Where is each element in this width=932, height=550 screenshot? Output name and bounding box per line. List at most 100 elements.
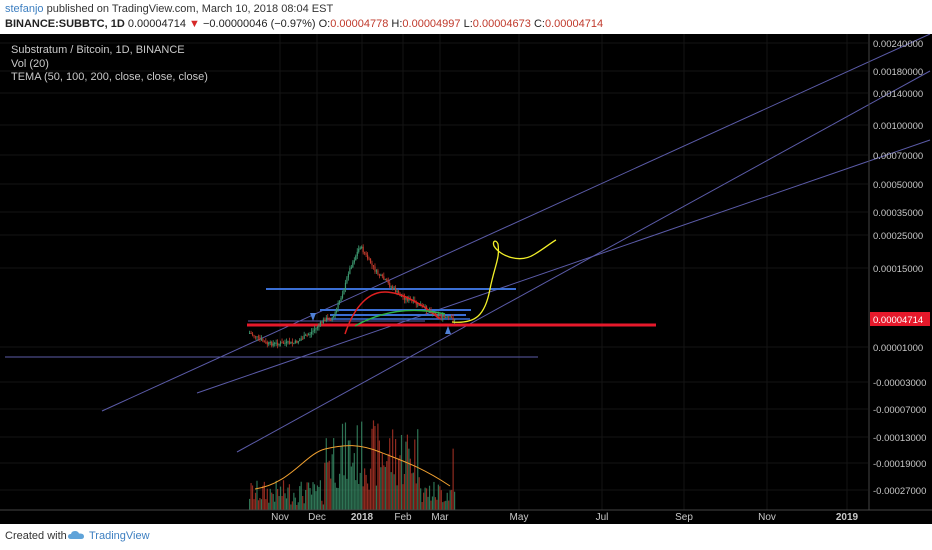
- volume-bar: [420, 488, 422, 510]
- volume-bar: [296, 504, 298, 510]
- volume-bar: [322, 504, 324, 510]
- time-axis: Nov Dec 2018 Feb Mar May Jul Sep Nov 2019: [0, 509, 932, 523]
- candle-body: [352, 262, 354, 268]
- chart-legend: Substratum / Bitcoin, 1D, BINANCE Vol (2…: [11, 44, 208, 85]
- candle-body: [293, 342, 295, 344]
- chart-area[interactable]: 0.00240000 0.00180000 0.00140000 0.00100000…: [0, 34, 932, 524]
- volume-bar: [331, 454, 333, 510]
- price-tick-label: 0.00025000: [873, 231, 923, 242]
- volume-bar: [327, 462, 329, 510]
- candle-body: [366, 254, 369, 259]
- volume-bar: [341, 423, 344, 510]
- volume-bar: [263, 481, 265, 510]
- volume-bar: [277, 488, 279, 510]
- candle-body: [249, 332, 251, 334]
- volume-bar: [427, 496, 429, 510]
- candle-body: [334, 312, 336, 316]
- candle-body: [315, 327, 317, 330]
- price-tick-label: -0.00027000: [873, 486, 926, 497]
- candle-body: [368, 258, 370, 260]
- time-tick-label: Nov: [271, 512, 289, 523]
- volume-bar: [425, 488, 428, 510]
- candle-body: [356, 251, 358, 257]
- volume-bar: [259, 497, 261, 510]
- tradingview-logo[interactable]: TradingView: [89, 530, 150, 542]
- candle-body: [254, 336, 257, 338]
- candle-body: [355, 256, 357, 261]
- volume-bar: [397, 458, 400, 510]
- volume-bar: [387, 453, 389, 510]
- candle-body: [384, 279, 386, 281]
- candle-body: [333, 315, 335, 318]
- candle-body: [380, 274, 382, 276]
- candle-body: [400, 296, 403, 298]
- price-chart[interactable]: 0.00240000 0.00180000 0.00140000 0.00100000…: [0, 34, 932, 524]
- candle-body: [397, 290, 400, 294]
- time-tick-label: Feb: [394, 512, 412, 523]
- candle-body: [331, 317, 333, 321]
- volume-bar: [288, 484, 291, 510]
- candle-body: [299, 339, 301, 342]
- candle-body: [337, 303, 339, 309]
- volume-bar: [330, 478, 332, 510]
- volume-bar: [368, 489, 370, 510]
- volume-bar: [344, 422, 347, 510]
- author-link[interactable]: stefanjo: [5, 3, 44, 15]
- candle-body: [262, 339, 264, 342]
- volume-bar: [430, 500, 432, 510]
- candle-body: [390, 286, 392, 288]
- volume-bar: [431, 496, 434, 510]
- candle-body: [256, 336, 258, 338]
- volume-bar: [371, 428, 373, 510]
- candle-body: [313, 329, 316, 331]
- candle-body: [253, 335, 255, 337]
- volume-bar: [352, 462, 354, 510]
- volume-bar: [318, 486, 320, 510]
- candle-body: [378, 274, 380, 276]
- candle-body: [443, 315, 445, 318]
- candle-body: [442, 315, 444, 318]
- trend-line: [236, 70, 931, 453]
- volume-bar: [400, 434, 403, 510]
- volume-bar: [369, 468, 372, 510]
- volume-bar: [300, 481, 302, 510]
- close-value: 0.00004714: [544, 18, 604, 30]
- volume-bar: [437, 484, 439, 510]
- volume-bar: [274, 501, 276, 510]
- candle-body: [377, 270, 379, 275]
- tradingview-cloud-icon: [68, 531, 84, 539]
- candle-body: [278, 343, 280, 346]
- candle-body: [358, 248, 360, 252]
- candle-body: [439, 314, 441, 316]
- candle-body: [281, 342, 283, 344]
- volume-bar: [436, 499, 438, 510]
- publish-header: stefanjo published on TradingView.com, M…: [0, 0, 932, 34]
- candle-body: [396, 290, 398, 293]
- volume-bar: [386, 461, 388, 510]
- candle-body: [327, 317, 329, 319]
- volume-bar: [411, 473, 413, 510]
- volume-bar: [366, 483, 369, 510]
- volume-bar: [306, 482, 308, 510]
- candle-body: [369, 258, 372, 264]
- volume-bar: [272, 494, 274, 510]
- candle-body: [374, 266, 376, 272]
- candle-body: [359, 247, 361, 249]
- volume-bar: [290, 504, 292, 510]
- candles: [249, 244, 456, 349]
- volume-bar: [324, 462, 326, 510]
- volume-bar: [372, 420, 375, 510]
- volume-bar: [390, 472, 392, 510]
- volume-bar: [328, 460, 330, 510]
- volume-bar: [302, 496, 304, 510]
- candle-body: [322, 319, 324, 323]
- volume-bar: [275, 480, 277, 510]
- footer: Created with TradingView: [0, 524, 932, 550]
- volume-bar: [374, 426, 376, 510]
- candle-body: [340, 297, 342, 302]
- candle-body: [411, 300, 413, 302]
- candle-body: [389, 283, 391, 287]
- time-tick-label: Jul: [596, 512, 609, 523]
- open-value: 0.00004778: [330, 18, 389, 30]
- price-tick-label: 0.00015000: [873, 264, 923, 275]
